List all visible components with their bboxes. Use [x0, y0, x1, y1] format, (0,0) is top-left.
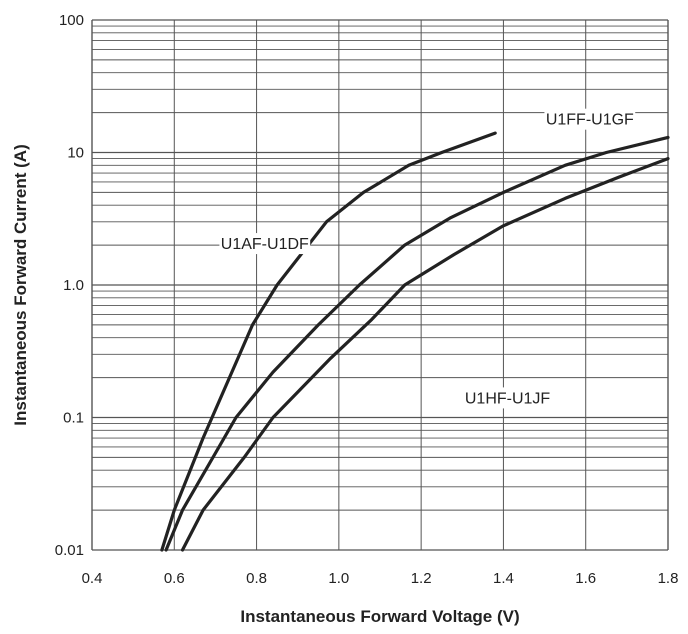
series-line [180, 157, 670, 552]
y-tick-label: 1.0 [63, 277, 84, 294]
grid [91, 19, 669, 551]
series-line [160, 131, 497, 552]
x-tick-label: 1.6 [575, 570, 596, 587]
x-axis-title: Instantaneous Forward Voltage (V) [240, 607, 519, 626]
series-annotation: U1HF-U1JF [465, 390, 551, 407]
y-tick-labels: 0.01 0.1 1.0 10 100 [55, 12, 84, 559]
annotation-background [219, 233, 311, 255]
series-annotations: U1AF-U1DF U1FF-U1GF U1HF-U1JF [219, 108, 636, 409]
y-tick-label: 0.01 [55, 542, 84, 559]
y-tick-label: 0.1 [63, 410, 84, 427]
x-tick-label: 1.4 [493, 570, 514, 587]
x-tick-labels: 0.4 0.6 0.8 1.0 1.2 1.4 1.6 1.8 [82, 570, 679, 587]
x-tick-label: 1.8 [658, 570, 679, 587]
x-tick-label: 0.6 [164, 570, 185, 587]
x-tick-label: 1.2 [411, 570, 432, 587]
x-tick-label: 0.4 [82, 570, 103, 587]
series-lines [160, 131, 670, 552]
x-tick-label: 0.8 [246, 570, 267, 587]
x-tick-label: 1.0 [328, 570, 349, 587]
series-annotation: U1FF-U1GF [546, 112, 634, 129]
annotation-background [462, 387, 553, 409]
series-line [164, 135, 670, 552]
series-annotation: U1AF-U1DF [221, 236, 309, 253]
annotation-background [544, 108, 636, 130]
y-tick-label: 10 [67, 145, 84, 162]
y-axis-title: Instantaneous Forward Current (A) [11, 144, 30, 425]
y-tick-label: 100 [59, 12, 84, 29]
